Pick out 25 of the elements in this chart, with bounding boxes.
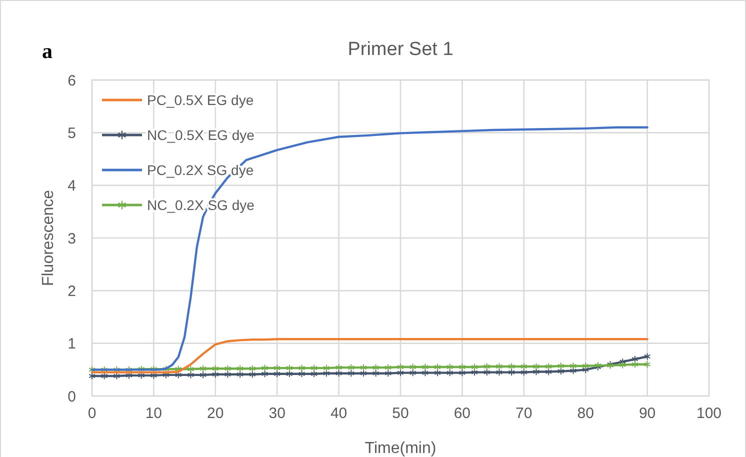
chart-title: Primer Set 1 — [348, 39, 454, 60]
x-tick-label: 100 — [696, 405, 722, 422]
y-tick-label: 5 — [68, 124, 76, 142]
legend-label: NC_0.5X EG dye — [147, 126, 255, 143]
x-tick-label: 20 — [207, 405, 224, 422]
x-tick-label: 90 — [638, 405, 656, 422]
x-tick-label: 10 — [145, 405, 162, 422]
x-tick-label: 30 — [268, 405, 286, 422]
y-tick-label: 1 — [68, 336, 76, 353]
text: a — [42, 39, 53, 63]
x-tick-label: 40 — [330, 405, 348, 422]
y-tick-label: 0 — [68, 388, 76, 406]
y-tick-label: 6 — [68, 72, 76, 90]
legend-label: PC_0.5X EG dye — [147, 92, 254, 108]
x-tick-label: 70 — [516, 405, 532, 422]
legend-label: NC_0.2X SG dye — [147, 196, 255, 213]
y-tick-label: 4 — [68, 178, 76, 195]
y-tick-label: 3 — [68, 230, 76, 248]
x-axis-title: Time(min) — [364, 440, 436, 457]
x-tick-label: 0 — [88, 405, 96, 422]
x-tick-label: 50 — [392, 405, 409, 422]
y-axis-title: Fluorescence — [40, 190, 57, 286]
y-tick-label: 2 — [68, 282, 76, 300]
x-tick-label: 60 — [454, 405, 471, 422]
x-tick-label: 80 — [577, 405, 594, 422]
